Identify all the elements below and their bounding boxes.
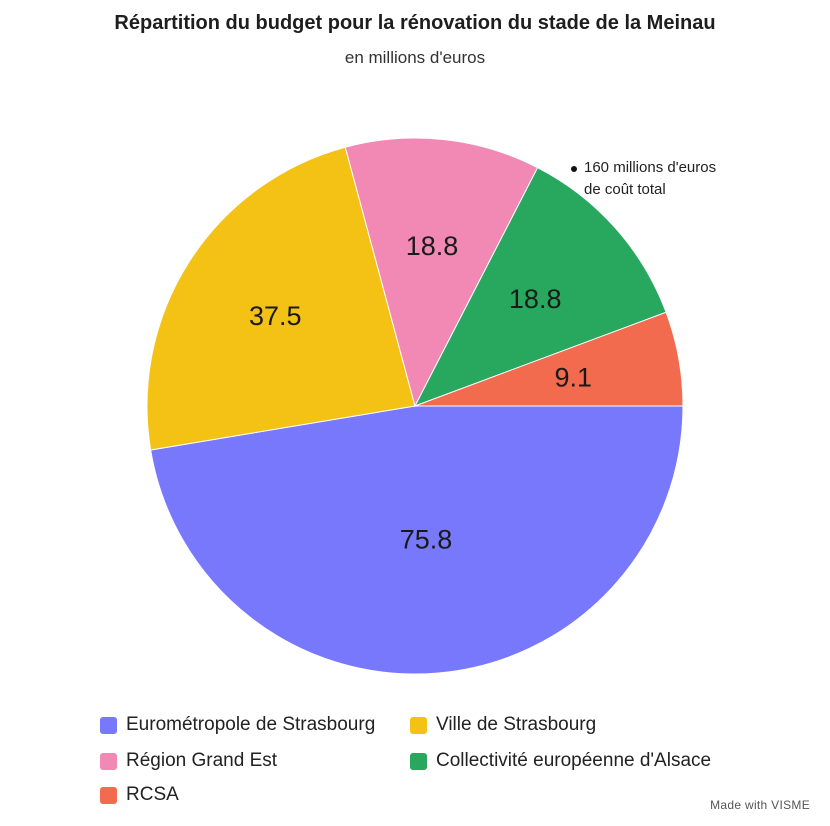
annotation-line-1: 160 millions d'euros (584, 159, 717, 176)
legend-label-collectivite-alsace: Collectivité européenne d'Alsace (436, 750, 712, 771)
pie-slice-ville-strasbourg (146, 146, 416, 451)
chart-title: Répartition du budget pour la rénovation… (114, 12, 716, 34)
legend-swatch-ville-strasbourg (410, 716, 427, 734)
annotation-line-2: de coût total (584, 181, 666, 198)
slice-value-label-region-grand-est: 18.8 (406, 231, 459, 261)
slice-value-label-eurometropole: 75.8 (400, 525, 453, 555)
pie-slice-rcsa (414, 311, 684, 407)
visme-credit[interactable]: Made with VISME (710, 798, 810, 812)
slice-value-label-ville-strasbourg: 37.5 (249, 301, 302, 331)
pie-slice-eurometropole (150, 405, 684, 675)
annotation-bullet-icon (571, 166, 577, 172)
slice-value-label-rcsa: 9.1 (554, 362, 592, 392)
chart-subtitle: en millions d'euros (344, 48, 486, 67)
legend-item-region-grand-est: Région Grand Est (100, 750, 277, 772)
total-cost-annotation: 160 millions d'euros de coût total (571, 157, 717, 201)
legend-item-rcsa: RCSA (100, 784, 179, 806)
pie-slice-collectivite-alsace (413, 167, 667, 407)
pie-slice-region-grand-est (344, 137, 539, 408)
legend-item-eurometropole: Eurométropole de Strasbourg (100, 714, 375, 736)
legend-swatch-eurometropole (100, 716, 117, 734)
legend-label-ville-strasbourg: Ville de Strasbourg (436, 714, 597, 735)
legend-item-ville-strasbourg: Ville de Strasbourg (410, 714, 596, 736)
legend-label-eurometropole: Eurométropole de Strasbourg (126, 714, 376, 735)
legend-item-collectivite-alsace: Collectivité européenne d'Alsace (410, 750, 711, 772)
legend-label-rcsa: RCSA (126, 784, 179, 805)
legend-swatch-rcsa (100, 786, 117, 804)
legend-label-region-grand-est: Région Grand Est (126, 750, 278, 771)
slice-value-label-collectivite-alsace: 18.8 (509, 284, 562, 314)
legend-swatch-region-grand-est (100, 752, 117, 770)
legend-swatch-collectivite-alsace (410, 752, 427, 770)
